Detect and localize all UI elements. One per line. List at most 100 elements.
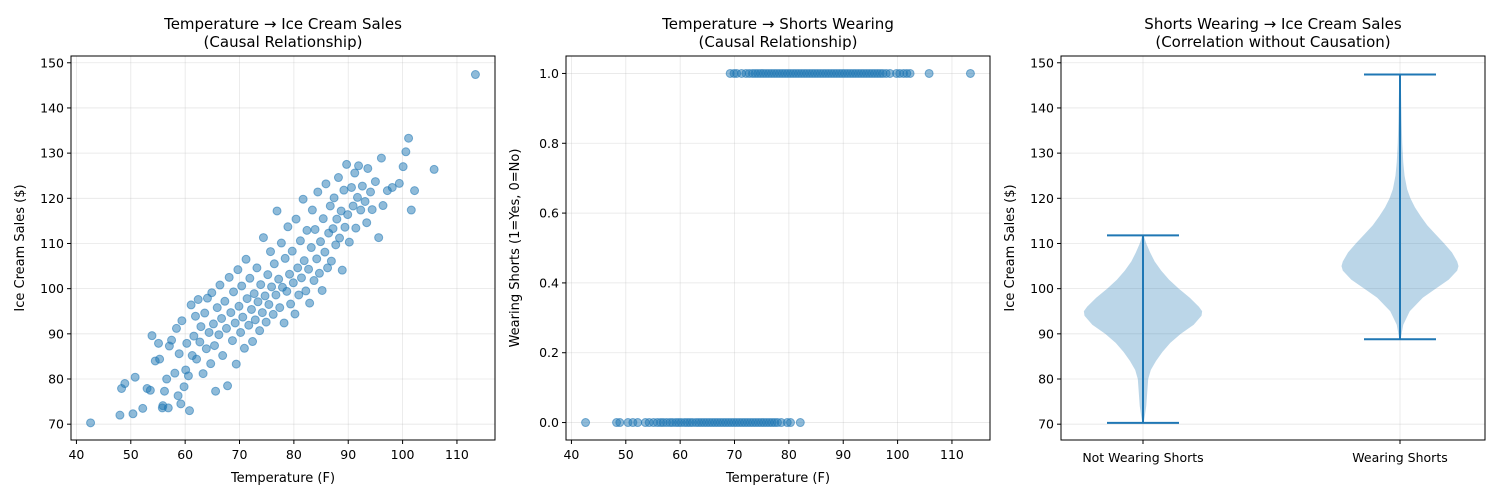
scatter-point: [363, 163, 373, 173]
scatter-point: [329, 193, 339, 203]
scatter-point: [298, 194, 308, 204]
scatter-point: [244, 320, 254, 330]
scatter-point: [195, 337, 205, 347]
y-tick-label: 130: [1030, 146, 1054, 161]
scatter-point: [314, 268, 324, 278]
x-axis-label: Temperature (F): [725, 471, 830, 486]
scatter-point: [261, 317, 271, 327]
scatter-point: [394, 178, 404, 188]
scatter-point: [275, 303, 285, 313]
x-tick-label: 110: [940, 447, 964, 462]
scatter-point: [286, 299, 296, 309]
scatter-point: [218, 351, 228, 361]
y-tick-label: 140: [1030, 100, 1054, 115]
scatter-point: [294, 290, 304, 300]
y-tick-label: 140: [40, 100, 64, 115]
scatter-point: [316, 237, 326, 247]
scatter-point: [312, 254, 322, 264]
y-tick-label: 0.0: [539, 415, 559, 430]
scatter-point: [256, 280, 266, 290]
scatter-point: [155, 354, 165, 364]
y-tick-label: 0.8: [539, 136, 559, 151]
y-tick-label: 0.6: [539, 206, 559, 221]
scatter-point: [147, 331, 157, 341]
y-tick-label: 120: [1030, 191, 1054, 206]
scatter-point: [410, 186, 420, 196]
scatter-point: [215, 280, 225, 290]
scatter-point: [325, 201, 335, 211]
scatter-point: [186, 300, 196, 310]
scatter-point: [176, 399, 186, 409]
scatter-point: [321, 179, 331, 189]
scatter-point: [224, 272, 234, 282]
scatter-point: [356, 205, 366, 215]
scatter-point: [230, 318, 240, 328]
scatter-point: [398, 162, 408, 172]
x-tick-label: 40: [563, 447, 579, 462]
scatter-point: [212, 303, 222, 313]
scatter-point: [223, 381, 233, 391]
x-tick-label: 70: [232, 447, 248, 462]
scatter-point: [130, 372, 140, 382]
scatter-point: [163, 403, 173, 413]
scatter-point: [162, 374, 172, 384]
x-tick-label: 60: [177, 447, 193, 462]
scatter-point: [177, 316, 187, 326]
x-tick-label: 110: [445, 447, 469, 462]
scatter-point: [233, 265, 243, 275]
scatter-point: [924, 68, 934, 78]
plot-frame: [1060, 55, 1486, 441]
y-tick-label: 150: [1030, 55, 1054, 70]
y-tick-label: 80: [48, 372, 64, 387]
scatter-point: [352, 192, 362, 202]
scatter-point: [193, 295, 203, 304]
scatter-point: [239, 343, 249, 353]
scatter-point: [354, 161, 364, 171]
scatter-point: [272, 206, 282, 216]
scatter-point: [250, 315, 260, 325]
scatter-point: [208, 319, 218, 329]
scatter-point: [905, 68, 915, 78]
scatter-point: [201, 344, 211, 354]
scatter-point: [252, 263, 262, 273]
scatter-point: [299, 256, 309, 266]
scatter-point: [257, 308, 267, 318]
scatter-point: [317, 285, 327, 295]
scatter-point: [182, 338, 192, 348]
scatter-point: [340, 222, 350, 232]
scatter-point: [204, 327, 214, 337]
y-tick-label: 90: [1038, 326, 1054, 341]
scatter-point: [207, 288, 217, 298]
chart-title: Shorts Wearing → Ice Cream Sales (Correla…: [1144, 15, 1402, 51]
scatter-point: [331, 240, 341, 250]
scatter-point: [318, 214, 328, 224]
scatter-point: [326, 256, 336, 266]
x-axis-label: Temperature (F): [230, 471, 335, 486]
scatter-point: [227, 336, 237, 346]
panel-shorts-vs-sales: 70 80 90 100 110 120 130 140 150 Not Wearing Shor…: [1003, 15, 1486, 465]
scatter-point: [342, 159, 352, 169]
scatter-point: [280, 253, 290, 263]
y-tick-label: 110: [1030, 236, 1054, 251]
scatter-point: [304, 264, 314, 274]
scatter-point: [429, 164, 439, 174]
scatter-point: [145, 385, 155, 395]
scatter-point: [271, 290, 281, 300]
data-marks: [581, 68, 975, 428]
scatter-point: [210, 341, 220, 351]
x-tick-label: 70: [727, 447, 743, 462]
scatter-point: [370, 177, 380, 187]
scatter-point: [291, 214, 301, 224]
scatter-point: [301, 286, 311, 296]
y-axis-label: Wearing Shorts (1=Yes, 0=No): [508, 149, 523, 348]
x-category-label: Wearing Shorts: [1352, 450, 1447, 465]
plot-frame: [70, 55, 496, 441]
scatter-point: [295, 236, 305, 246]
scatter-point: [241, 254, 251, 264]
scatter-point: [360, 196, 370, 206]
scatter-point: [173, 391, 183, 401]
scatter-point: [404, 133, 414, 143]
scatter-point: [174, 349, 184, 359]
scatter-point: [323, 263, 333, 273]
y-tick-label: 90: [48, 326, 64, 341]
